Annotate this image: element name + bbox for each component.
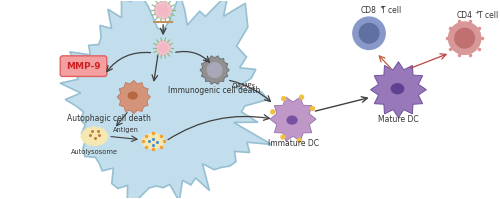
Circle shape (448, 22, 481, 54)
Ellipse shape (81, 127, 108, 146)
Text: T cell: T cell (381, 6, 401, 15)
Circle shape (159, 44, 167, 52)
Text: T cell: T cell (478, 11, 498, 20)
Circle shape (310, 107, 314, 110)
Text: Immature DC: Immature DC (268, 139, 318, 148)
Text: +: + (379, 5, 384, 10)
Text: Mature DC: Mature DC (378, 115, 419, 124)
Circle shape (281, 135, 285, 139)
Polygon shape (200, 56, 230, 84)
Text: Immunogenic cell death: Immunogenic cell death (168, 86, 261, 95)
Polygon shape (370, 62, 426, 118)
Text: +: + (474, 10, 480, 15)
Circle shape (353, 17, 385, 50)
Ellipse shape (128, 92, 137, 99)
Text: Antigen: Antigen (114, 127, 140, 133)
Ellipse shape (142, 133, 165, 149)
Circle shape (208, 63, 222, 77)
Circle shape (282, 97, 286, 100)
Circle shape (158, 5, 168, 15)
Circle shape (298, 138, 302, 142)
Polygon shape (117, 80, 150, 114)
Circle shape (156, 41, 170, 55)
Text: CD4: CD4 (456, 11, 472, 20)
Text: DAMPs: DAMPs (232, 83, 256, 89)
Text: MMP-9: MMP-9 (66, 62, 101, 71)
Text: CD8: CD8 (361, 6, 377, 15)
Circle shape (271, 110, 274, 114)
FancyBboxPatch shape (60, 56, 107, 76)
Text: Autophagic cell death: Autophagic cell death (68, 114, 151, 123)
Text: Autolysosome: Autolysosome (71, 149, 118, 155)
Circle shape (359, 23, 379, 43)
Ellipse shape (287, 116, 297, 124)
Circle shape (455, 28, 474, 48)
Polygon shape (60, 0, 272, 199)
Circle shape (154, 1, 172, 19)
Ellipse shape (392, 84, 404, 94)
Circle shape (300, 95, 304, 99)
Polygon shape (270, 97, 316, 141)
